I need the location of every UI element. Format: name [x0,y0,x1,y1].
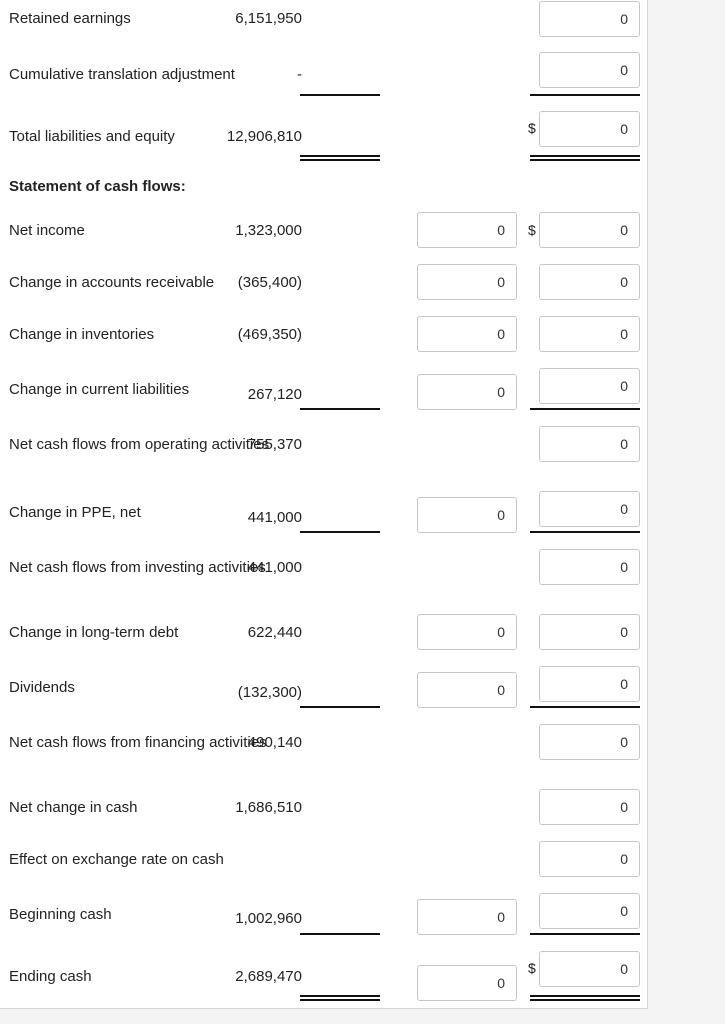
change-ar-value: (365,400) [237,274,302,291]
dividends-input-a[interactable]: 0 [417,672,517,708]
retained-earnings-label: Retained earnings [9,10,131,27]
ending-cash-input-double-underline-2 [530,999,640,1001]
change-ltd-input-b[interactable]: 0 [539,614,640,650]
change-ltd-input-a[interactable]: 0 [417,614,517,650]
total-liabilities-equity-input[interactable]: 0 [539,111,640,147]
total-liabilities-equity-value: 12,906,810 [226,128,302,145]
ending-cash-input-a[interactable]: 0 [417,965,517,1001]
change-current-liabilities-label: Change in current liabilities [9,381,190,398]
beginning-cash-value: 1,002,960 [235,910,302,927]
dividends-value: (132,300) [237,684,302,701]
beginning-cash-underline [300,933,380,935]
dollar-sign: $ [528,120,536,136]
dividends-input-underline [530,706,640,708]
change-ppe-input-underline [530,531,640,533]
ending-cash-value: 2,689,470 [235,968,302,985]
change-current-liabilities-input-b[interactable]: 0 [539,368,640,404]
fx-effect-input[interactable]: 0 [539,841,640,877]
net-income-label: Net income [9,222,85,239]
cta-input-underline [530,94,640,96]
beginning-cash-label: Beginning cash [9,906,112,923]
net-financing-value: 490,140 [247,734,302,751]
dividends-input-b[interactable]: 0 [539,666,640,702]
change-ltd-label: Change in long-term debt [9,624,179,641]
beginning-cash-input-b[interactable]: 0 [539,893,640,929]
change-ppe-underline [300,531,380,533]
cta-underline [300,94,380,96]
change-inventories-input-a[interactable]: 0 [417,316,517,352]
change-ltd-value: 622,440 [247,624,302,641]
net-operating-input[interactable]: 0 [539,426,640,462]
dividends-underline [300,706,380,708]
net-change-cash-input[interactable]: 0 [539,789,640,825]
change-current-liabilities-value: 267,120 [247,386,302,403]
net-investing-label: Net cash flows from investing activities [9,559,266,576]
change-inventories-value: (469,350) [237,326,302,343]
net-income-input-b[interactable]: 0 [539,212,640,248]
change-inventories-label: Change in inventories [9,326,155,343]
change-ppe-label: Change in PPE, net [9,504,141,521]
net-investing-input[interactable]: 0 [539,549,640,585]
dividends-label: Dividends [9,679,75,696]
statement-cash-flows-heading: Statement of cash flows: [9,178,186,195]
change-cl-input-underline [530,408,640,410]
beginning-cash-input-underline [530,933,640,935]
dollar-sign: $ [528,960,536,976]
change-inventories-input-b[interactable]: 0 [539,316,640,352]
net-income-value: 1,323,000 [235,222,302,239]
ending-cash-double-underline-2 [300,999,380,1001]
total-liabilities-equity-label: Total liabilities and equity [9,128,175,145]
net-investing-value: 441,000 [247,559,302,576]
total-input-double-underline-1 [530,155,640,157]
net-change-cash-value: 1,686,510 [235,799,302,816]
fx-effect-label: Effect on exchange rate on cash [9,851,224,868]
ending-cash-label: Ending cash [9,968,92,985]
change-ppe-input-a[interactable]: 0 [417,497,517,533]
total-input-double-underline-2 [530,159,640,161]
change-ar-label: Change in accounts receivable [9,274,215,291]
net-financing-label: Net cash flows from financing activities [9,734,267,751]
beginning-cash-input-a[interactable]: 0 [417,899,517,935]
net-operating-value: 755,370 [247,436,302,453]
change-ar-input-a[interactable]: 0 [417,264,517,300]
change-cl-underline [300,408,380,410]
worksheet-panel: Retained earnings 6,151,950 0 Cumulative… [0,0,648,1009]
dollar-sign: $ [528,222,536,238]
change-current-liabilities-input-a[interactable]: 0 [417,374,517,410]
total-double-underline-2 [300,159,380,161]
net-change-cash-label: Net change in cash [9,799,138,816]
cta-label: Cumulative translation adjustment [9,66,235,83]
total-double-underline-1 [300,155,380,157]
ending-cash-input-double-underline-1 [530,995,640,997]
change-ar-input-b[interactable]: 0 [539,264,640,300]
retained-earnings-value: 6,151,950 [235,10,302,27]
ending-cash-input-b[interactable]: 0 [539,951,640,987]
net-income-input-a[interactable]: 0 [417,212,517,248]
change-ppe-input-b[interactable]: 0 [539,491,640,527]
net-financing-input[interactable]: 0 [539,724,640,760]
ending-cash-double-underline-1 [300,995,380,997]
cta-input[interactable]: 0 [539,52,640,88]
cta-value: - [297,66,302,83]
net-operating-label: Net cash flows from operating activities [9,436,270,453]
retained-earnings-input[interactable]: 0 [539,1,640,37]
change-ppe-value: 441,000 [247,509,302,526]
